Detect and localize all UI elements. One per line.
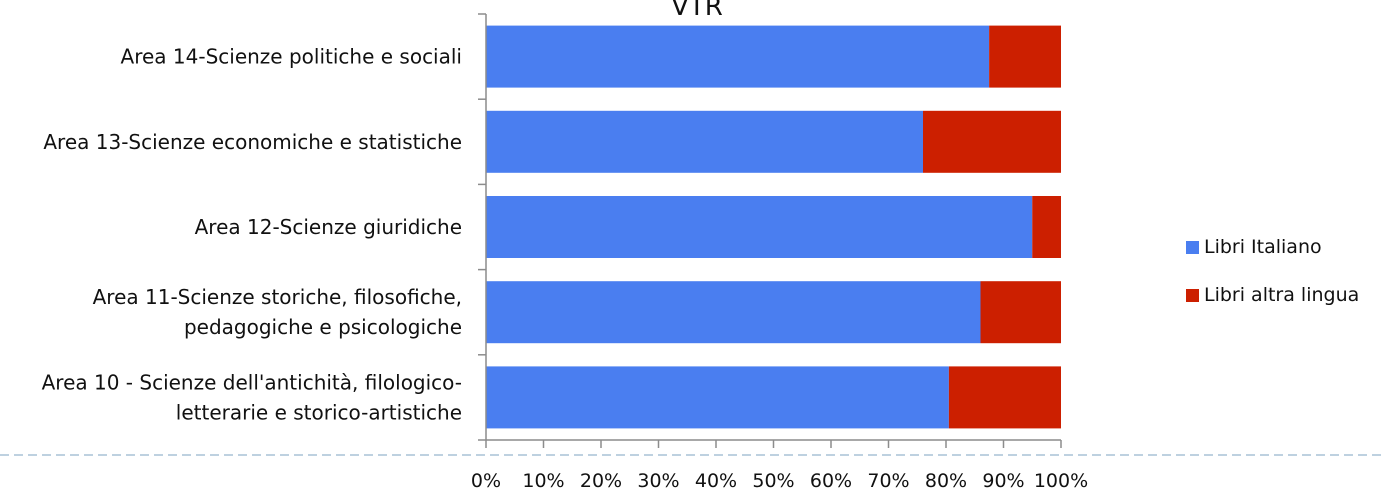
x-tick-label: 50% [752,470,794,492]
bar-altra-lingua-4 [948,366,1061,429]
bar-italiano-0 [486,25,990,88]
x-tick-label: 40% [695,470,737,492]
x-tick-label: 80% [925,470,967,492]
bar-altra-lingua-1 [923,110,1061,173]
legend-label: Libri Italiano [1204,236,1322,258]
x-tick-label: 70% [867,470,909,492]
category-label: Area 11-Scienze storiche, filosofiche, [93,285,462,309]
bar-altra-lingua-3 [980,281,1061,344]
x-tick-label: 10% [522,470,564,492]
x-tick-label: 20% [580,470,622,492]
category-labels: Area 14-Scienze politiche e sociali Area … [42,45,462,425]
category-label: Area 10 - Scienze dell'antichità, filolo… [42,370,462,394]
legend-swatch [1186,289,1199,302]
legend-label: Libri altra lingua [1204,284,1359,306]
category-label: Area 13-Scienze economiche e statistiche [43,130,462,154]
x-tick-label: 100% [1034,470,1088,492]
legend: Libri Italiano Libri altra lingua [1186,236,1359,306]
category-label: Area 14-Scienze politiche e sociali [121,45,462,69]
bar-italiano-2 [486,196,1033,258]
bars-layer [486,25,1061,429]
bar-italiano-4 [486,366,949,429]
bar-italiano-3 [486,281,981,344]
bar-altra-lingua-2 [1032,196,1061,258]
category-label: pedagogiche e psicologiche [184,315,462,339]
x-tick-label: 60% [810,470,852,492]
x-tick-label: 0% [471,470,501,492]
category-label: Area 12-Scienze giuridiche [195,215,462,239]
chart-title: VTR [671,0,723,22]
x-tick-labels: 0% 10% 20% 30% 40% 50% 60% 70% 80% 90% 100% [471,470,1088,492]
bar-altra-lingua-0 [989,25,1061,88]
x-tick-label: 90% [982,470,1024,492]
category-label: letterarie e storico-artistiche [176,400,462,424]
x-tick-label: 30% [637,470,679,492]
bar-italiano-1 [486,110,923,173]
axes-layer [478,13,1062,448]
legend-swatch [1186,241,1199,254]
